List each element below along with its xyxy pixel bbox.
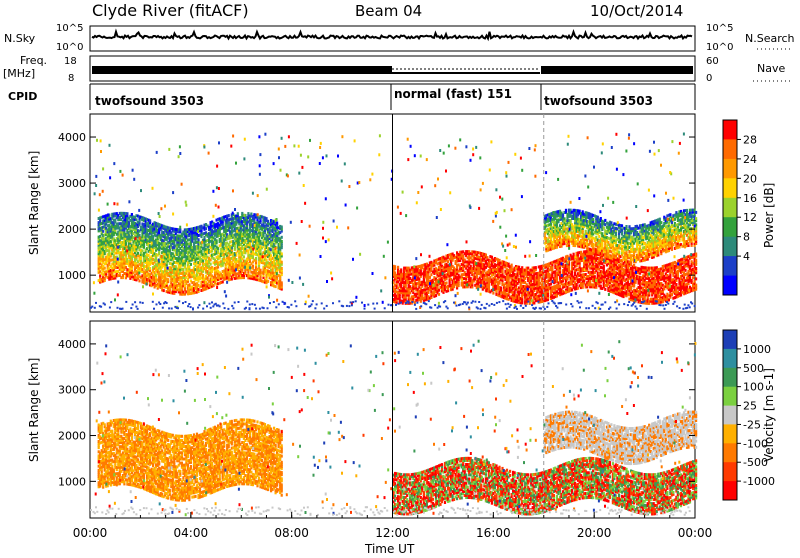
colorbar-swatch xyxy=(723,406,737,425)
colorbar-tick-label: 500 xyxy=(743,362,764,375)
colorbar-tick-label: 28 xyxy=(743,133,757,146)
nsky-label: N.Sky xyxy=(4,32,36,45)
colorbar-swatch xyxy=(723,424,737,443)
freq-bar-2 xyxy=(392,72,540,74)
colorbar-swatch xyxy=(723,387,737,406)
velocity-ylabel: Slant Range [km] xyxy=(27,358,41,462)
station-title: Clyde River (fitACF) xyxy=(92,1,249,20)
colorbar-swatch xyxy=(723,217,737,237)
nsearch-tick-bottom: 10^0 xyxy=(706,42,733,53)
colorbar-swatch xyxy=(723,198,737,218)
power-colorbar: 28 24 20 16 12 8 4 xyxy=(723,120,757,296)
power-ylabel: Slant Range [km] xyxy=(27,151,41,255)
colorbar-tick-label: -25 xyxy=(743,418,761,431)
ytick-label: 1000 xyxy=(58,269,86,282)
nsky-tick-top: 10^5 xyxy=(56,23,83,34)
nave-tick-bottom: 0 xyxy=(706,73,712,84)
freq-strip: Freq. [MHz] 18 8 60 0 Nave xyxy=(3,54,790,84)
cpid-strip: CPID twofsound 3503 normal (fast) 151 tw… xyxy=(8,84,695,110)
nsky-strip: N.Sky 10^5 10^0 10^5 10^0 N.Search xyxy=(4,23,795,53)
nave-label: Nave xyxy=(757,62,785,75)
colorbar-tick-label: 16 xyxy=(743,192,757,205)
xtick-label: 12:00 xyxy=(375,526,410,540)
colorbar-swatch xyxy=(723,481,737,500)
xtick-label: 20:00 xyxy=(577,526,612,540)
nsky-trace xyxy=(92,32,692,39)
power-panel: 1000 2000 3000 4000 xyxy=(58,114,697,312)
velocity-cbar-label: Velocity [m s-1] xyxy=(762,368,776,462)
colorbar-tick-label: 1000 xyxy=(743,343,771,356)
cpid-label: CPID xyxy=(8,90,37,103)
ytick-label: 3000 xyxy=(58,384,86,397)
freq-label: Freq. xyxy=(20,54,47,67)
freq-bar-3 xyxy=(541,66,693,74)
ytick-label: 2000 xyxy=(58,223,86,236)
xtick-label: 08:00 xyxy=(274,526,309,540)
xtick-label: 04:00 xyxy=(174,526,209,540)
colorbar-tick-label: 25 xyxy=(743,400,757,413)
colorbar-swatch xyxy=(723,349,737,368)
xaxis-label: Time UT xyxy=(364,542,415,554)
colorbar-tick-label: 4 xyxy=(743,250,750,263)
colorbar-tick-label: 24 xyxy=(743,153,757,166)
beam-title: Beam 04 xyxy=(355,2,422,20)
date-title: 10/Oct/2014 xyxy=(590,2,683,20)
colorbar-tick-label: -1000 xyxy=(743,475,775,488)
colorbar-swatch xyxy=(723,256,737,276)
xtick-label: 00:00 xyxy=(678,526,713,540)
ytick-label: 1000 xyxy=(58,475,86,488)
cpid-segment-3: twofsound 3503 xyxy=(544,94,653,108)
nsearch-tick-top: 10^5 xyxy=(706,23,733,34)
colorbar-swatch xyxy=(723,120,737,140)
nsearch-label: N.Search xyxy=(745,32,795,45)
cpid-segment-1: twofsound 3503 xyxy=(95,94,204,108)
freq-bar-1 xyxy=(92,66,392,74)
ytick-label: 4000 xyxy=(58,338,86,351)
ytick-label: 4000 xyxy=(58,131,86,144)
colorbar-swatch xyxy=(723,462,737,481)
nave-tick-top: 60 xyxy=(706,56,719,67)
ytick-label: 3000 xyxy=(58,177,86,190)
velocity-panel: 1000 2000 3000 4000 xyxy=(58,321,697,518)
colorbar-swatch xyxy=(723,330,737,349)
colorbar-tick-label: 100 xyxy=(743,381,764,394)
xtick-label: 16:00 xyxy=(476,526,511,540)
colorbar-swatch xyxy=(723,368,737,387)
nsky-tick-bottom: 10^0 xyxy=(56,42,83,53)
cpid-segment-2: normal (fast) 151 xyxy=(394,87,512,101)
colorbar-swatch xyxy=(723,276,737,296)
colorbar-swatch xyxy=(723,139,737,159)
freq-tick-top: 18 xyxy=(64,56,77,67)
colorbar-swatch xyxy=(723,159,737,179)
colorbar-tick-label: 8 xyxy=(743,231,750,244)
colorbar-tick-label: 20 xyxy=(743,172,757,185)
colorbar-tick-label: 12 xyxy=(743,211,757,224)
colorbar-swatch xyxy=(723,443,737,462)
ytick-label: 2000 xyxy=(58,430,86,443)
freq-unit: [MHz] xyxy=(3,67,35,80)
freq-tick-bottom: 8 xyxy=(68,73,74,84)
colorbar-swatch xyxy=(723,237,737,257)
xtick-label: 00:00 xyxy=(73,526,108,540)
colorbar-swatch xyxy=(723,178,737,198)
power-cbar-label: Power [dB] xyxy=(762,183,776,248)
